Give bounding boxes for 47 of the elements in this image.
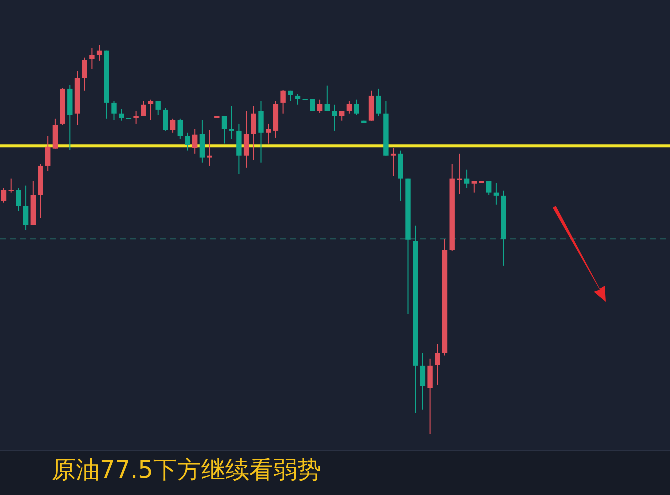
candlestick (435, 344, 440, 386)
candlestick (90, 48, 95, 70)
candlestick (244, 110, 250, 168)
candlestick (229, 106, 234, 140)
text: 原油77.5下方继续看弱势 (52, 456, 322, 484)
candlestick (354, 99, 360, 116)
candlestick (222, 116, 228, 144)
candlestick (251, 106, 256, 161)
candlestick (464, 169, 470, 189)
candlestick (23, 185, 29, 231)
candlestick (420, 352, 426, 410)
candlestick (200, 120, 206, 164)
candlestick (258, 100, 264, 164)
candlestick (185, 132, 190, 152)
candlestick (156, 100, 161, 116)
candlestick (148, 99, 154, 121)
candlestick (472, 180, 477, 194)
candlestick (207, 130, 212, 166)
candlestick (346, 100, 352, 114)
candlestick (141, 100, 146, 117)
candlestick (178, 118, 183, 140)
candlestick (486, 180, 492, 196)
candlestick (317, 99, 323, 114)
candlestick (192, 128, 198, 154)
candlestick (295, 94, 301, 106)
candlestick (170, 118, 176, 134)
candlestick (332, 104, 338, 132)
candlestick (390, 148, 396, 177)
candlestick (52, 118, 58, 150)
candlestick (8, 178, 14, 194)
candlestick (324, 85, 330, 112)
candlestick (340, 110, 345, 122)
candlestick (428, 358, 433, 434)
candlestick (163, 108, 168, 132)
candlestick (119, 108, 124, 122)
candlestick (134, 110, 139, 124)
candlestick (82, 57, 88, 92)
candlestick (16, 188, 22, 212)
candlestick (266, 123, 272, 144)
candlestick (310, 98, 316, 112)
candlestick (112, 100, 117, 121)
candlestick (1, 188, 7, 204)
candlestick (376, 88, 382, 117)
candlestick (494, 182, 500, 206)
candlestick (46, 136, 51, 172)
candlestick (280, 90, 286, 114)
candlestick (96, 44, 102, 62)
